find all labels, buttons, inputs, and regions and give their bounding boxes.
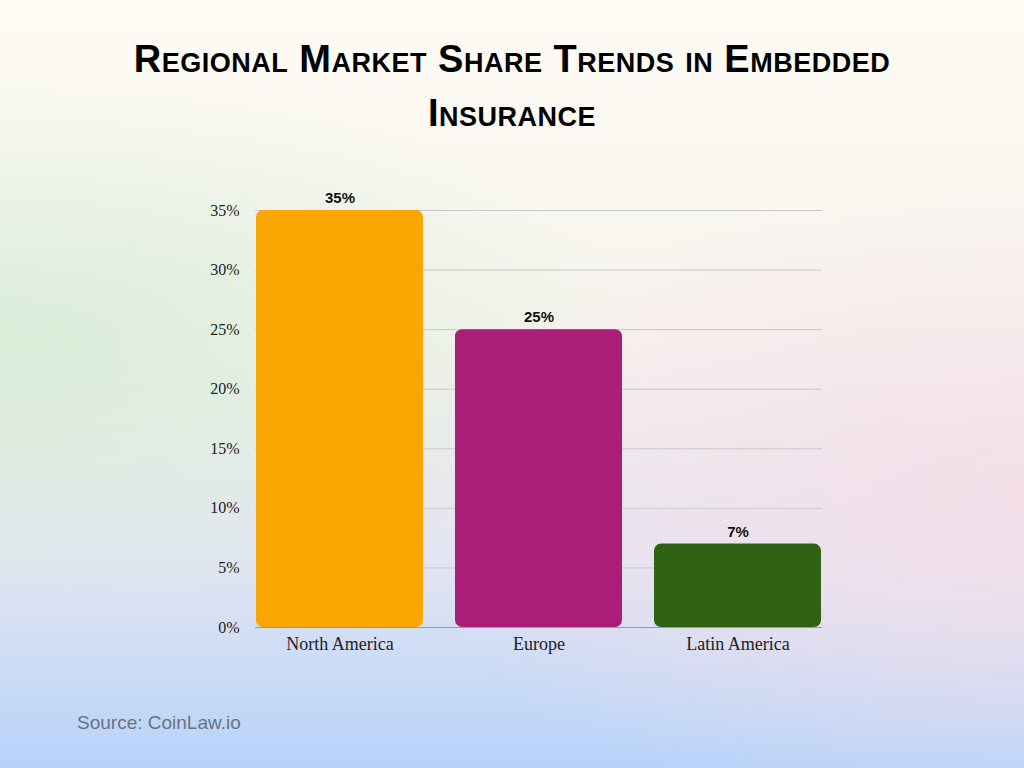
html-text:Regional Market Share Trends i: Regional Market Share Trends in Embedded… <box>133 38 891 134</box>
html-text:Source: CoinLaw.io: Source: CoinLaw.io <box>77 712 241 733</box>
svg-text:Latin America: Latin America <box>686 634 789 654</box>
svg-text:35%: 35% <box>210 202 239 219</box>
svg-text:7%: 7% <box>727 523 749 540</box>
svg-text:35%: 35% <box>325 189 355 206</box>
svg-text:20%: 20% <box>210 380 239 397</box>
svg-text:25%: 25% <box>524 308 554 325</box>
svg-text:5%: 5% <box>218 559 239 576</box>
svg-text:10%: 10% <box>210 499 239 516</box>
svg-text:15%: 15% <box>210 440 239 457</box>
svg-text:North America: North America <box>286 634 393 654</box>
svg-text:25%: 25% <box>210 321 239 338</box>
svg-text:0%: 0% <box>218 619 239 636</box>
svg-text:30%: 30% <box>210 261 239 278</box>
svg-text:Europe: Europe <box>513 634 565 654</box>
